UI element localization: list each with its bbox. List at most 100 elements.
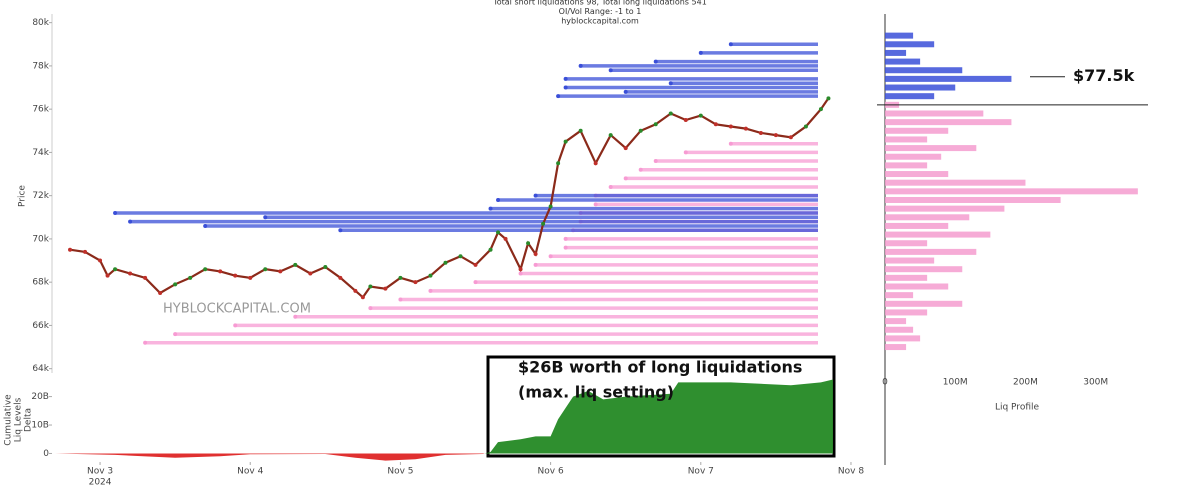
liq-level-start [518, 271, 523, 276]
liq-level-start [623, 176, 628, 181]
price-point [308, 271, 313, 276]
y-tick-label: 68k [32, 278, 49, 288]
header-line: hyblockcapital.com [561, 17, 639, 26]
profile-bar [885, 67, 963, 74]
price-point [496, 230, 501, 235]
x-axis-label: Liq Profile [995, 403, 1040, 413]
price-point [683, 117, 688, 122]
profile-bar [885, 84, 956, 91]
y-tick-label: 76k [32, 105, 49, 115]
liq-level-start [143, 340, 148, 345]
price-point [248, 275, 253, 280]
price-point [293, 262, 298, 267]
liq-level-start [728, 141, 733, 146]
profile-bar [885, 93, 935, 100]
liq-level-start [698, 50, 703, 55]
profile-bar [885, 231, 991, 238]
profile-bar [885, 196, 1061, 203]
profile-bar [885, 136, 928, 143]
profile-bar [885, 292, 914, 299]
profile-bar [885, 214, 970, 221]
price-point [713, 122, 718, 127]
liq-level-start [173, 332, 178, 337]
liq-level-start [398, 297, 403, 302]
x-tick-label: Nov 8 [838, 467, 864, 477]
liq-level-start [578, 63, 583, 68]
price-point [98, 258, 103, 263]
liq-level-start [473, 280, 478, 285]
price-point [563, 139, 568, 144]
delta-area-negative [55, 453, 485, 461]
profile-bar [885, 127, 949, 134]
liq-level-start [653, 59, 658, 64]
liq-level-start [653, 159, 658, 164]
price-point [443, 260, 448, 265]
x-tick-label: 200M [1013, 378, 1038, 388]
liq-level-start [668, 81, 673, 86]
price-point [556, 161, 561, 166]
liq-level-start [263, 215, 268, 220]
annotation-text: (max. liq setting) [518, 383, 674, 402]
price-point [233, 273, 238, 278]
price-point [541, 221, 546, 226]
y-tick-label: 20B [31, 392, 49, 402]
price-point [323, 265, 328, 270]
price-point [428, 273, 433, 278]
profile-bar [885, 119, 1012, 126]
price-point [458, 254, 463, 259]
profile-bar [885, 153, 942, 160]
liq-level-start [496, 197, 501, 202]
liq-level-start [368, 306, 373, 311]
header-line: OI/Vol Range: -1 to 1 [559, 7, 642, 16]
liq-level-start [563, 85, 568, 90]
price-point [278, 269, 283, 274]
profile-bar [885, 266, 963, 273]
price-point [83, 249, 88, 254]
price-point [608, 133, 613, 138]
y-tick-label: 74k [32, 148, 49, 158]
liq-level-start [533, 262, 538, 267]
price-point [728, 124, 733, 129]
x-tick-label: 0 [882, 378, 888, 388]
price-point [368, 284, 373, 289]
y-tick-label: 72k [32, 191, 49, 201]
profile-bar [885, 171, 949, 178]
profile-bar [885, 110, 984, 117]
price-point [413, 280, 418, 285]
y-tick-label: 70k [32, 234, 49, 244]
profile-bar [885, 318, 907, 325]
price-point [826, 96, 831, 101]
price-point [338, 275, 343, 280]
price-point [218, 269, 223, 274]
price-point [743, 126, 748, 131]
profile-bar [885, 145, 977, 152]
x-tick-label: Nov 5 [387, 467, 413, 477]
price-line [69, 97, 830, 299]
price-point [383, 286, 388, 291]
profile-bar [885, 49, 907, 56]
price-point [803, 124, 808, 129]
profile-bar [885, 300, 963, 307]
price-point [158, 290, 163, 295]
liq-level-start [488, 206, 493, 211]
header-line: Total short liquidations 98, Total long … [492, 0, 707, 7]
y-tick-label: 80k [32, 18, 49, 28]
x-tick-label: Nov 4 [237, 467, 263, 477]
profile-bar [885, 335, 921, 342]
liq-level-start [623, 89, 628, 94]
price-point [578, 128, 583, 133]
liq-level-start [428, 288, 433, 293]
y-axis-label: Delta [24, 408, 34, 432]
y-axis-label: Liq Levels [14, 397, 24, 442]
price-point [203, 267, 208, 272]
liq-level-start [563, 76, 568, 81]
x-tick-label: Nov 6 [538, 467, 564, 477]
price-point [68, 247, 73, 252]
annotation-box [486, 355, 836, 458]
price-point [188, 275, 193, 280]
y-tick-label: 66k [32, 321, 49, 331]
profile-bar [885, 41, 935, 48]
price-point [360, 295, 365, 300]
price-point [623, 146, 628, 151]
price-point [398, 275, 403, 280]
